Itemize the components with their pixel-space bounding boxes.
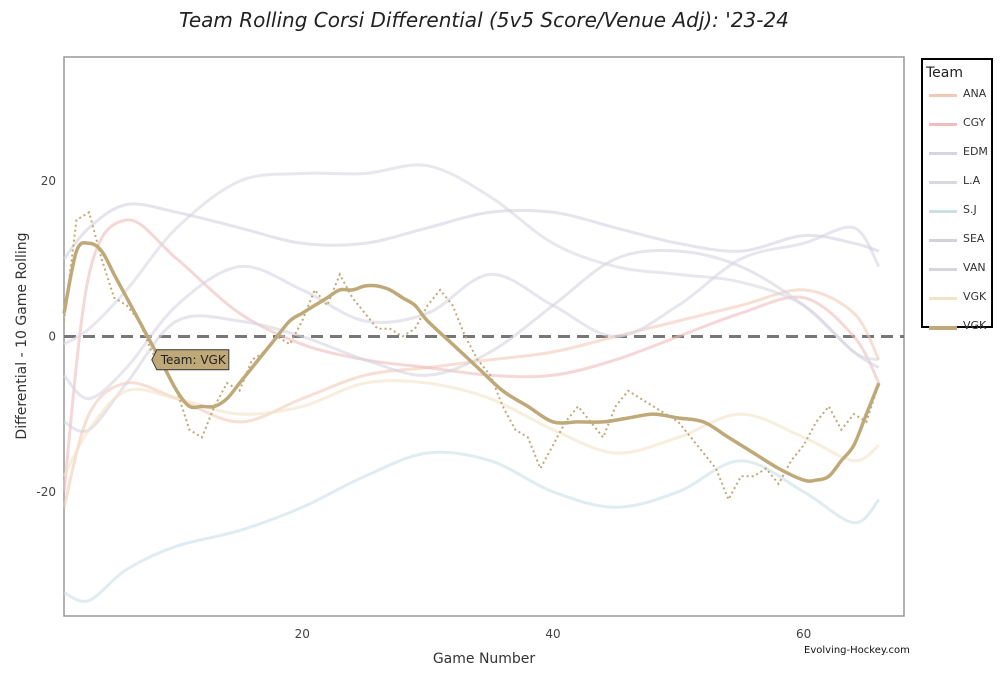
legend-item-van[interactable]: VAN bbox=[923, 259, 991, 279]
series-line-la[interactable] bbox=[63, 163, 880, 362]
legend-label: CGY bbox=[963, 116, 986, 129]
legend-item-la[interactable]: L.A bbox=[923, 172, 991, 192]
y-axis-title: Differential - 10 Game Rolling bbox=[14, 232, 30, 439]
annotation-label: Team: VGK bbox=[160, 353, 227, 367]
series-line-cgy[interactable] bbox=[62, 218, 881, 492]
credit-text: Evolving-Hockey.com bbox=[804, 645, 910, 656]
x-tick-label: 20 bbox=[295, 627, 310, 641]
x-tick-label: 40 bbox=[545, 627, 560, 641]
annotation-layer: Team: VGK bbox=[151, 349, 230, 371]
series-line-vgk-highlight[interactable] bbox=[62, 240, 881, 483]
series-line-van[interactable] bbox=[63, 249, 880, 433]
legend-label: EDM bbox=[963, 145, 988, 158]
legend-label: S.J bbox=[963, 203, 977, 216]
legend-label: VGK bbox=[963, 319, 987, 332]
legend-swatch bbox=[929, 152, 957, 155]
legend-item-vgk[interactable]: VGK bbox=[923, 288, 991, 308]
legend-swatch bbox=[929, 210, 957, 213]
legend-label: L.A bbox=[963, 174, 981, 187]
series-line-vgk[interactable] bbox=[62, 379, 880, 478]
legend-swatch bbox=[929, 326, 957, 330]
lines-layer bbox=[62, 163, 904, 603]
legend-swatch bbox=[929, 123, 957, 126]
legend-swatch bbox=[929, 181, 957, 184]
legend-label: SEA bbox=[963, 232, 985, 245]
legend-label: VGK bbox=[963, 290, 987, 303]
series-line-sj[interactable] bbox=[63, 450, 881, 603]
legend-label: VAN bbox=[963, 261, 986, 274]
series-raw-vgk-highlight bbox=[63, 210, 880, 502]
x-tick-label: 60 bbox=[796, 627, 811, 641]
series-line-edm[interactable] bbox=[62, 225, 881, 401]
legend-item-cgy[interactable]: CGY bbox=[923, 114, 991, 134]
series-line-sea[interactable] bbox=[62, 202, 880, 260]
legend-swatch bbox=[929, 239, 957, 242]
series-line-ana[interactable] bbox=[62, 288, 881, 508]
legend-swatch bbox=[929, 268, 957, 271]
y-tick-label: 0 bbox=[48, 330, 56, 344]
legend-item-sea[interactable]: SEA bbox=[923, 230, 991, 250]
y-tick-label: 20 bbox=[41, 174, 56, 188]
y-tick-label: -20 bbox=[36, 485, 56, 499]
legend: Team ANA CGY EDM L.A S.J SEA VAN VGK VGK bbox=[921, 58, 993, 332]
annotation-box bbox=[151, 349, 230, 371]
legend-item-edm[interactable]: EDM bbox=[923, 143, 991, 163]
ticks-layer: 20 40 60 -20 0 20 bbox=[36, 174, 811, 641]
legend-item-ana[interactable]: ANA bbox=[923, 85, 991, 105]
chart-title: Team Rolling Corsi Differential (5v5 Sco… bbox=[179, 8, 789, 32]
legend-label: ANA bbox=[963, 87, 987, 100]
legend-item-vgk-highlight[interactable]: VGK bbox=[923, 317, 991, 337]
legend-item-sj[interactable]: S.J bbox=[923, 201, 991, 221]
legend-title: Team bbox=[926, 65, 964, 81]
legend-swatch bbox=[929, 94, 957, 97]
x-axis-title: Game Number bbox=[433, 651, 536, 667]
legend-swatch bbox=[929, 297, 957, 300]
